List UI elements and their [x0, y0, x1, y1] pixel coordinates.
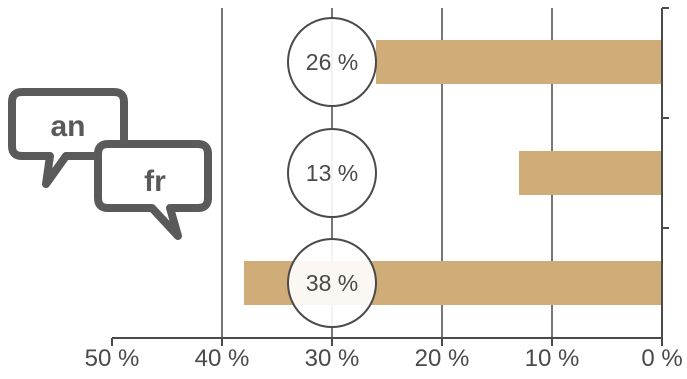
language-label-fr: fr — [144, 165, 166, 198]
value-circle-2 — [287, 238, 377, 328]
x-tick-label-20: 20 % — [415, 345, 470, 372]
x-tick-label-40: 40 % — [195, 345, 250, 372]
bilingual-speech-bubbles-icon: an fr — [8, 88, 212, 240]
axis-layer — [111, 7, 669, 346]
x-tick-label-10: 10 % — [525, 345, 580, 372]
value-label-2: 38 % — [306, 270, 358, 296]
value-circle-1 — [287, 128, 377, 218]
value-circle-0 — [287, 17, 377, 107]
bar-1 — [519, 151, 662, 195]
value-circles: 26 % 13 % 38 % — [287, 17, 377, 328]
value-label-0: 26 % — [306, 49, 358, 75]
speech-bubble-right — [94, 140, 212, 240]
language-label-an: an — [50, 110, 85, 143]
tick-labels: 50 % 40 % 30 % 20 % 10 % 0 % — [85, 345, 683, 372]
value-label-1: 13 % — [306, 160, 358, 186]
x-tick-label-30: 30 % — [305, 345, 360, 372]
speech-bubble-left — [8, 88, 128, 188]
x-tick-label-50: 50 % — [85, 345, 140, 372]
bar-0 — [376, 40, 662, 84]
x-tick-label-0: 0 % — [641, 345, 682, 372]
